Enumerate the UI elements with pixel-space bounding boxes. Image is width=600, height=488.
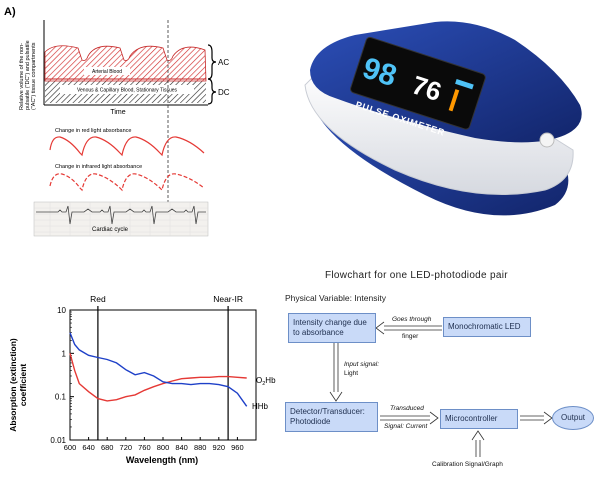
- ac-band: [44, 45, 207, 82]
- label-calibration: Calibration Signal/Graph: [432, 461, 503, 468]
- svg-text:coefficient: coefficient: [18, 364, 28, 407]
- y-tick-label: 0.1: [55, 393, 67, 402]
- x-tick-label: 880: [194, 443, 207, 452]
- box-monochromatic-led: Monochromatic LED: [443, 317, 531, 337]
- chart-ylabel: Absorption (extinction) coefficient: [8, 338, 28, 432]
- arrow-led-to-intensity: [375, 321, 442, 335]
- absorption-chart-panel: Absorption (extinction) coefficient 10 1 0…: [0, 285, 280, 485]
- svg-text:("AC") tissue compartments: ("AC") tissue compartments: [31, 42, 37, 110]
- red-absorbance-label: Change in red light absorbance: [55, 128, 131, 134]
- ecg-grid: [34, 202, 208, 236]
- venous-label: Venous & Capillary Blood, Stationary Tis…: [77, 88, 178, 94]
- svg-text:pulsatile ("DC") and pulsatile: pulsatile ("DC") and pulsatile: [25, 40, 31, 110]
- x-ticks: 600 640 680 720 760 800 840 880 920 960: [64, 437, 244, 452]
- arrow-detector-to-micro: [380, 411, 439, 425]
- hhb-label: HHb: [252, 402, 269, 411]
- absorption-series: [69, 332, 248, 407]
- x-tick-label: 800: [157, 443, 170, 452]
- x-tick-label: 680: [101, 443, 114, 452]
- panel-a-label: A): [4, 6, 16, 18]
- arterial-label-bg: [84, 67, 130, 75]
- absorption-chart-svg: Absorption (extinction) coefficient 10 1 0…: [8, 294, 276, 465]
- marker-label-near-ir: Near-IR: [213, 294, 243, 304]
- ecg-strip: [33, 201, 209, 237]
- series-line-hhb: [69, 332, 248, 407]
- y-tick-label: 10: [57, 306, 66, 315]
- y-axis-label: Relative volume of the non- pulsatile ("…: [19, 40, 37, 110]
- arrow-calibration-to-micro: [471, 430, 485, 457]
- x-tick-label: 720: [120, 443, 133, 452]
- label-input-signal: Input signal:: [344, 361, 380, 368]
- venous-label-bg: [60, 85, 194, 94]
- y-tick-label: 0.01: [50, 436, 66, 445]
- ir-absorbance-wave: [49, 173, 205, 192]
- arterial-label: Arterial Blood: [92, 69, 122, 75]
- box-intensity-change: Intensity change due to absorbance: [288, 313, 376, 343]
- box-output: Output: [552, 406, 594, 430]
- dc-brace: [207, 78, 217, 105]
- x-tick-label: 600: [64, 443, 77, 452]
- marker-label-red: Red: [90, 294, 106, 304]
- dc-label: DC: [218, 88, 230, 97]
- label-finger: finger: [402, 333, 419, 340]
- ecg-trace: [36, 205, 206, 225]
- flowchart-panel: Flowchart for one LED-photodiode pair Ph…: [280, 265, 600, 485]
- pulsatile-diagram-svg: A) Relative volume of the non- pulsatile…: [4, 6, 230, 237]
- series-line-o2hb: [69, 353, 247, 402]
- box-microcontroller: Microcontroller: [440, 409, 518, 429]
- oximeter-power-button: [539, 132, 555, 148]
- svg-text:Relative volume of the non-: Relative volume of the non-: [19, 43, 25, 110]
- label-goes-through: Goes through: [392, 316, 432, 323]
- x-tick-label: 760: [138, 443, 151, 452]
- x-tick-label: 960: [231, 443, 244, 452]
- y-tick-label: 1: [62, 349, 67, 358]
- wavelength-markers: Red Near-IR: [90, 294, 243, 440]
- arrow-micro-to-output: [520, 411, 553, 425]
- x-tick-label: 920: [213, 443, 226, 452]
- ac-label: AC: [218, 58, 229, 67]
- flowchart-arrows: [329, 321, 553, 457]
- pulsatile-diagram-panel: A) Relative volume of the non- pulsatile…: [0, 0, 230, 245]
- pulse-oximeter-photo: 98 76 PULSE OXIMETER: [275, 0, 600, 250]
- physical-variable-label: Physical Variable: Intensity: [285, 293, 386, 303]
- pulse-oximeter-svg: 98 76 PULSE OXIMETER: [304, 21, 582, 216]
- box-detector-photodiode: Detector/Transducer: Photodiode: [285, 402, 378, 432]
- label-signal-current: Signal: Current: [384, 423, 428, 430]
- x-tick-label: 840: [175, 443, 188, 452]
- ir-absorbance-label: Change in infrared light absorbance: [55, 164, 142, 170]
- x-tick-label: 640: [82, 443, 95, 452]
- arrow-intensity-to-detector: [329, 340, 343, 402]
- flowchart-title: Flowchart for one LED-photodiode pair: [325, 270, 508, 281]
- label-transduced: Transduced: [390, 405, 424, 412]
- red-absorbance-wave: [49, 136, 205, 157]
- time-label: Time: [110, 109, 125, 116]
- chart-xlabel: Wavelength (nm): [126, 455, 198, 465]
- o2hb-label: O2Hb: [256, 376, 276, 387]
- cardiac-cycle-label: Cardiac cycle: [92, 227, 129, 233]
- ac-brace: [207, 44, 217, 80]
- label-light: Light: [344, 370, 359, 377]
- svg-text:Absorption (extinction): Absorption (extinction): [8, 338, 18, 432]
